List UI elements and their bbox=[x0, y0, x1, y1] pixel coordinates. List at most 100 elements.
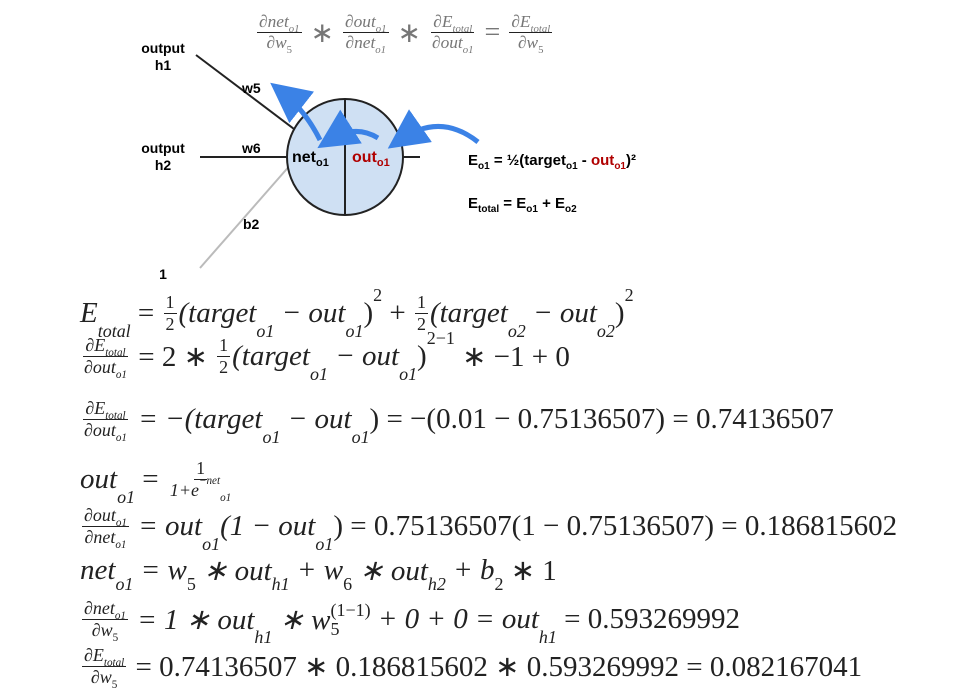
script: o1 bbox=[116, 518, 127, 530]
math-text: net bbox=[80, 554, 116, 586]
total-formula: Etotal = Eo1 + Eo2 bbox=[468, 195, 577, 215]
math-text: 1 bbox=[219, 335, 229, 355]
subscript: total bbox=[97, 321, 131, 342]
subscript: o1 bbox=[375, 44, 387, 57]
denominator: ∂net o1 bbox=[344, 33, 389, 57]
denominator: ∂w 5 bbox=[89, 667, 119, 688]
subscript: 6 bbox=[343, 574, 353, 595]
math-text: ∂E bbox=[511, 12, 531, 31]
script: o1 bbox=[116, 433, 127, 445]
script: 2−1 bbox=[427, 328, 455, 348]
input-label: output bbox=[141, 40, 185, 56]
equation: ∂E total ∂w 5 = 0.74136507 ∗ 0.186815602 ∗ … bbox=[80, 645, 862, 688]
script: total bbox=[105, 411, 125, 423]
math-text: = −(target bbox=[130, 403, 263, 435]
input-label: output bbox=[141, 140, 185, 156]
math-text: ∗ w bbox=[272, 604, 331, 636]
subscript: o1 bbox=[220, 492, 232, 505]
math-text: − out bbox=[280, 403, 352, 435]
math-text: ∗ out bbox=[352, 555, 428, 587]
math-text: out bbox=[80, 463, 118, 495]
text: net bbox=[292, 149, 317, 166]
equation: ∂net o1 ∂w 5 = 1 ∗ out h1 ∗ w (1−1) 5 + 0 + 0 … bbox=[80, 598, 740, 647]
math-text: ∂net bbox=[84, 527, 116, 547]
script: o1 bbox=[202, 535, 220, 554]
math-text: 1 bbox=[196, 458, 206, 478]
denominator: ∂w 5 bbox=[90, 620, 120, 644]
superscript: (1−1) bbox=[330, 599, 371, 620]
equation: ∂E total ∂out o1 = 2 ∗ 1 2 (target o1 − out o1)… bbox=[80, 328, 570, 384]
script: o1 bbox=[220, 493, 231, 505]
script: total bbox=[98, 322, 131, 341]
math-text: − out bbox=[274, 297, 346, 329]
weight-label: b2 bbox=[243, 216, 260, 232]
numerator: ∂E total bbox=[509, 12, 553, 35]
superscript: −net bbox=[198, 475, 221, 488]
subscript: 5 bbox=[111, 679, 118, 688]
subscript: o2 bbox=[565, 204, 577, 215]
text: + E bbox=[538, 195, 565, 212]
math-text: ∂out bbox=[432, 33, 463, 52]
subscript: o1 bbox=[478, 161, 490, 172]
script: h1 bbox=[254, 628, 272, 647]
subscript: h1 bbox=[271, 574, 290, 595]
subscript: total bbox=[478, 204, 499, 215]
math-text: = w bbox=[133, 554, 187, 586]
subscript: o1 bbox=[202, 534, 221, 555]
denominator: ∂out o1 bbox=[430, 33, 476, 56]
denominator: 1+e −net o1 bbox=[168, 475, 233, 503]
denominator: ∂net o1 bbox=[83, 527, 129, 551]
script: o1 bbox=[115, 611, 126, 623]
subscript: o1 bbox=[614, 161, 626, 172]
subscript: total bbox=[452, 23, 473, 36]
fraction: ∂E total ∂w 5 bbox=[82, 645, 127, 688]
subscript: o1 bbox=[566, 161, 578, 172]
math-text: 1 bbox=[416, 292, 426, 312]
math-text: = bbox=[130, 297, 162, 329]
subscript: 5 bbox=[286, 44, 293, 57]
math-text: = 0.74136507 ∗ 0.186815602 ∗ 0.593269992… bbox=[128, 651, 863, 683]
math-text: ∂net bbox=[84, 598, 115, 618]
subscript: o1 bbox=[377, 157, 390, 169]
fraction: ∂E total ∂out o1 bbox=[82, 335, 129, 381]
denominator: ∂w 5 bbox=[516, 33, 546, 57]
equation: ∂E total ∂out o1 = −(target o1 − out o1) = −(… bbox=[80, 398, 834, 447]
subscript: o2 bbox=[596, 321, 615, 342]
script: o1 bbox=[345, 322, 363, 341]
script: o1 bbox=[310, 365, 328, 384]
numerator: ∂net o1 bbox=[257, 12, 302, 35]
text: out bbox=[352, 149, 378, 166]
script: total bbox=[452, 23, 473, 36]
equation: out o1 = 1 1+e −net o1 bbox=[80, 458, 235, 507]
fraction: ∂out o1 ∂net o1 bbox=[82, 505, 129, 551]
script: o1 bbox=[376, 24, 387, 36]
math-text: ) = 0.75136507(1 − 0.75136507) = 0.18681… bbox=[333, 510, 898, 542]
fraction: ∂E total ∂out o1 bbox=[82, 398, 129, 444]
numerator: ∂net o1 bbox=[82, 598, 128, 623]
script: o1 bbox=[262, 428, 280, 447]
math-text: ∂net bbox=[345, 33, 376, 52]
subscript: 5 bbox=[538, 44, 544, 57]
subscript: o1 bbox=[399, 364, 418, 385]
math-text: + b bbox=[445, 554, 495, 586]
subscript: total bbox=[105, 347, 126, 360]
script: o2 bbox=[508, 322, 526, 341]
math-text: ∗ bbox=[390, 17, 428, 49]
math-text: E bbox=[80, 297, 98, 329]
math-text: 2 bbox=[416, 314, 426, 334]
subscript: o1 bbox=[117, 487, 136, 508]
subscript: o1 bbox=[351, 427, 370, 448]
math-text: − out bbox=[327, 340, 400, 372]
script: h1 bbox=[272, 575, 290, 594]
superscript: 2 bbox=[624, 284, 634, 305]
fraction: ∂E total ∂w 5 bbox=[509, 12, 553, 57]
math-text: (1 − out bbox=[220, 510, 316, 542]
subscript: 2 bbox=[494, 574, 504, 595]
math-text: ∂net bbox=[259, 12, 289, 31]
text: E bbox=[468, 152, 478, 169]
numerator: ∂E total bbox=[431, 12, 475, 36]
math-text: (target bbox=[429, 297, 508, 329]
script: total bbox=[104, 658, 124, 670]
math-text: ) = −(0.01 − 0.75136507) = 0.74136507 bbox=[369, 403, 834, 435]
